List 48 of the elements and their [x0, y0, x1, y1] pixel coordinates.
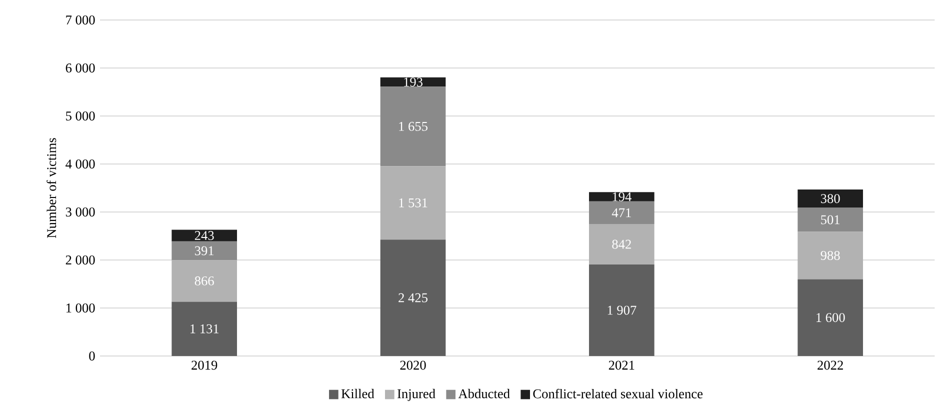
bar: [798, 189, 863, 208]
legend-label: Abducted: [458, 388, 510, 398]
bar: [172, 230, 238, 242]
y-tick-label: 3 000: [66, 207, 95, 216]
bar: [589, 264, 654, 356]
legend-label: Conflict-related sexual violence: [533, 388, 703, 398]
x-tick-label: 2021: [608, 360, 634, 370]
data-label: 1 907: [608, 306, 636, 315]
y-tick-label: 2 000: [66, 255, 95, 264]
data-label: 380: [820, 194, 840, 204]
bar: [172, 241, 238, 260]
y-tick-label: 6 000: [66, 64, 95, 72]
data-label: 193: [404, 78, 422, 87]
y-tick-label: 4 000: [66, 160, 95, 168]
bar: [798, 279, 863, 356]
bar: [589, 201, 654, 224]
data-label: 243: [194, 231, 214, 240]
bar: [589, 192, 654, 202]
bar: [798, 232, 863, 280]
legend-label: Injured: [397, 388, 436, 401]
data-label: 842: [612, 240, 631, 249]
data-label: 1 600: [816, 313, 845, 322]
bar: [172, 260, 238, 302]
bar: [380, 240, 446, 356]
bar: [380, 166, 446, 240]
data-label: 194: [612, 192, 632, 202]
bar: [798, 208, 863, 232]
data-label: 1 531: [399, 198, 428, 208]
x-tick-label: 2022: [818, 360, 843, 370]
y-tick-label: 5 000: [66, 112, 95, 120]
data-label: 391: [194, 246, 214, 256]
legend-label: Killed: [341, 388, 374, 398]
data-label: 1 131: [190, 324, 219, 334]
data-label: 2 425: [398, 293, 428, 302]
data-label: 1 655: [399, 122, 428, 131]
data-label: 866: [194, 276, 214, 286]
x-tick-label: 2019: [192, 360, 218, 370]
y-tick-label: 1 000: [66, 303, 95, 312]
y-tick-label: 7 000: [66, 16, 95, 24]
y-tick-label: 0: [89, 351, 95, 360]
data-label: 471: [612, 208, 631, 218]
data-label: 501: [821, 215, 840, 224]
data-label: 988: [820, 250, 840, 260]
y-axis-title: Number of victims: [46, 138, 56, 238]
x-tick-label: 2020: [400, 360, 426, 370]
bar: [380, 86, 446, 166]
bar: [589, 224, 654, 264]
bar: [172, 302, 238, 356]
